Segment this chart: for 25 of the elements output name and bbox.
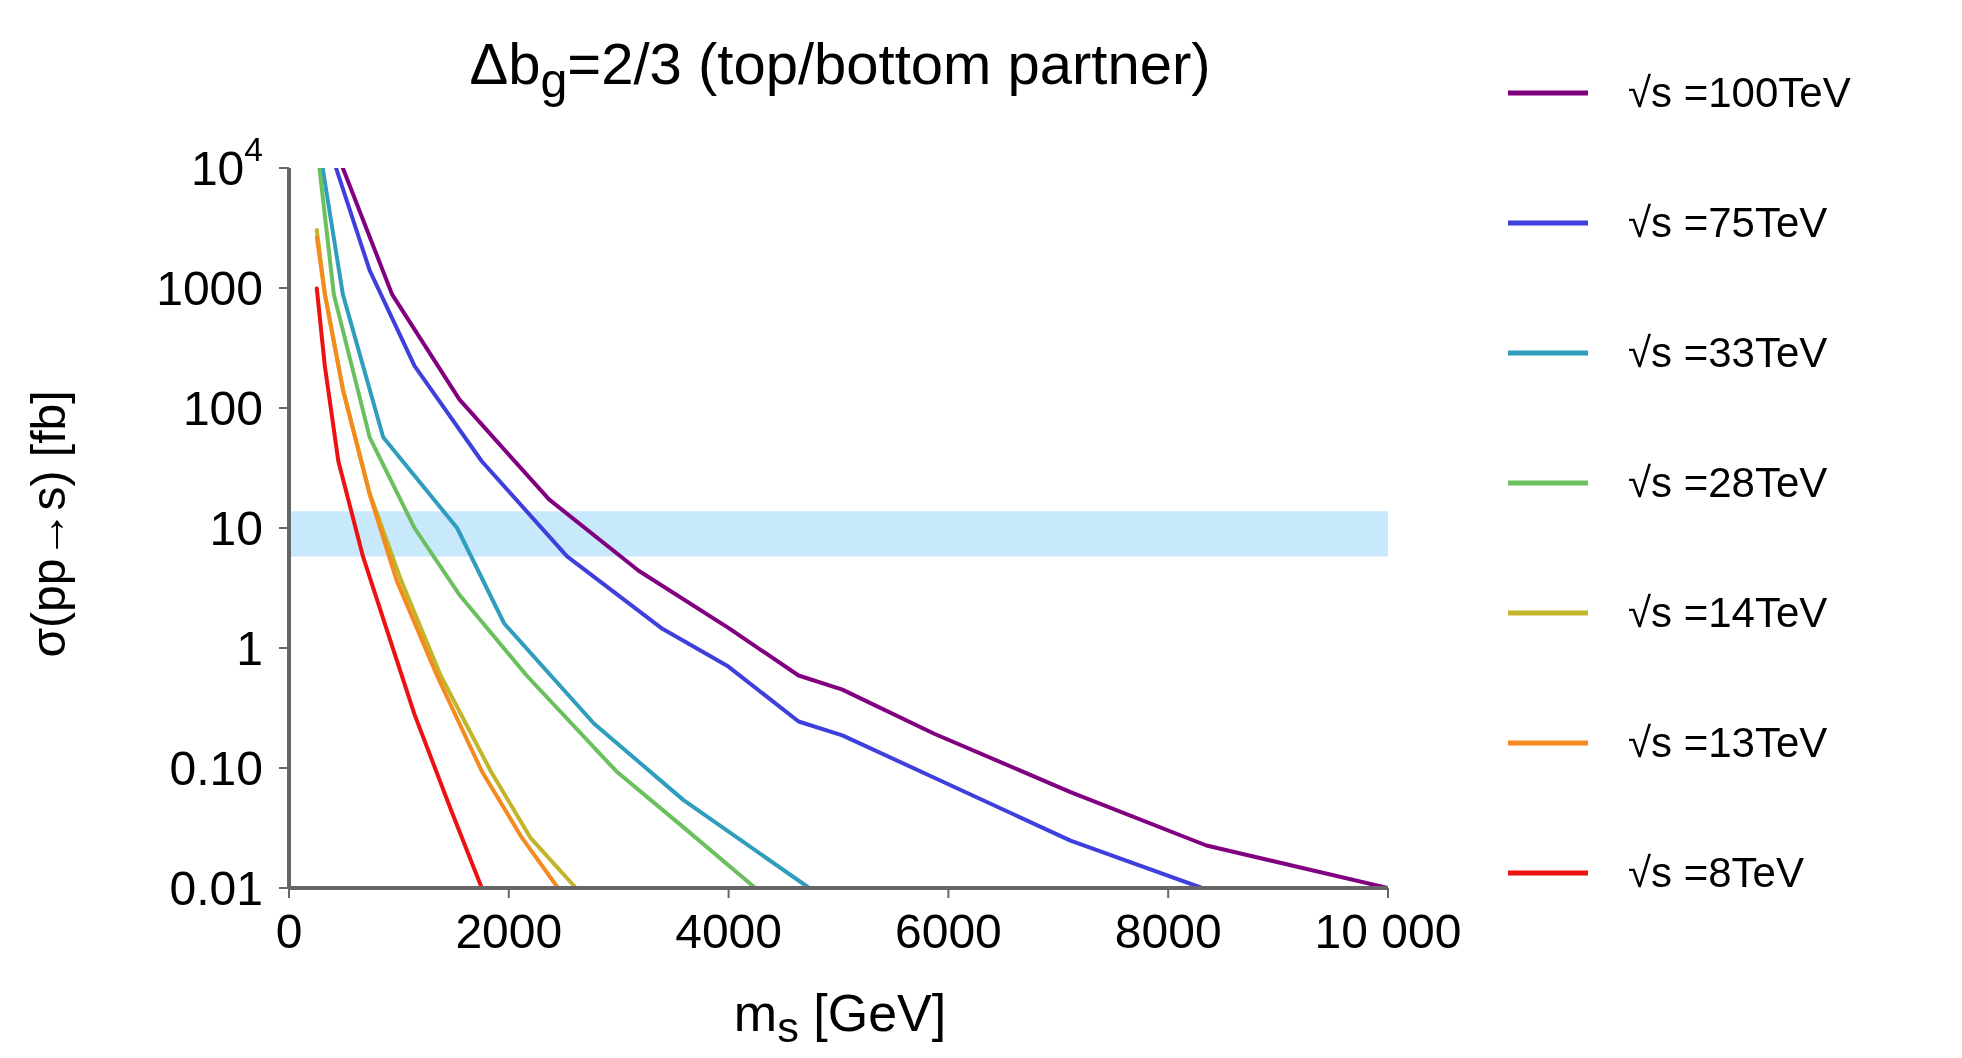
legend-label: √s =28TeV	[1628, 459, 1828, 507]
line-series	[314, 286, 484, 888]
x-tick-label: 6000	[895, 904, 1002, 959]
y-tick-label: 10$^{4}$	[190, 131, 263, 195]
chart-title: Δb$_{g}$=2/3 (top/bottom partner)	[468, 30, 1212, 108]
legend-label: √s =75TeV	[1628, 199, 1828, 247]
legend-label: √s =33TeV	[1628, 329, 1828, 377]
y-tick-label: 1000	[156, 261, 263, 315]
legend-label: √s =100TeV	[1628, 69, 1851, 117]
legend-label: √s =8TeV	[1628, 849, 1804, 897]
y-tick-label: 10	[209, 501, 263, 555]
x-tick-label: 4000	[675, 904, 782, 959]
legend-label: √s =14TeV	[1628, 589, 1828, 637]
y-tick-label: 100	[182, 381, 263, 435]
x-tick-label: 10 000	[1314, 904, 1462, 959]
y-tick-label: 0.10	[169, 741, 263, 795]
y-tick-label: 0.01	[169, 861, 263, 915]
y-axis-title: σ(pp→s) [fb]	[20, 390, 76, 658]
y-tick-label: 1	[236, 621, 263, 675]
x-tick-label: 2000	[455, 904, 563, 959]
x-tick-label: 8000	[1114, 904, 1222, 959]
line-series	[340, 168, 1388, 888]
legend-label: √s =13TeV	[1628, 719, 1828, 767]
x-axis-title: m$_{s}$ [GeV]	[732, 983, 948, 1053]
x-tick-label: 0	[275, 904, 303, 959]
